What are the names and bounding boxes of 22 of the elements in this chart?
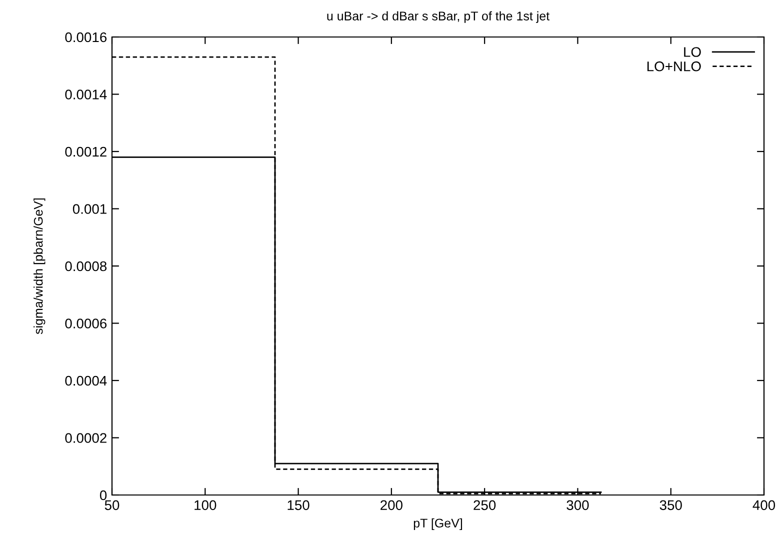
legend-label: LO [684, 47, 701, 57]
y-tick-label: 0.0002 [65, 433, 106, 443]
x-tick-label: 200 [380, 500, 402, 510]
legend-label: LO+NLO [647, 61, 701, 72]
x-tick-label: 50 [104, 500, 120, 510]
x-tick-label: 100 [194, 500, 216, 510]
y-axis-title: sigma/width [pbarn/GeV] [34, 198, 46, 334]
y-tick-label: 0.0012 [65, 146, 106, 157]
y-tick-label: 0.001 [72, 204, 106, 214]
x-tick-label: 300 [566, 500, 589, 510]
x-tick-label: 150 [288, 500, 310, 510]
x-tick-label: 350 [660, 500, 682, 510]
y-tick-label: 0 [100, 490, 107, 500]
x-tick-label: 400 [752, 500, 776, 510]
x-axis-title: pT [GeV] [414, 518, 462, 530]
y-tick-label: 0.0004 [65, 376, 107, 386]
chart-title: u uBar -> d dBar s sBar, pT of the 1st jet [327, 11, 550, 23]
x-tick-label: 250 [474, 500, 496, 510]
y-tick-label: 0.0006 [65, 318, 107, 328]
y-tick-label: 0.0008 [65, 261, 107, 272]
y-tick-label: 0.0016 [65, 32, 107, 42]
y-tick-label: 0.0014 [65, 90, 107, 100]
